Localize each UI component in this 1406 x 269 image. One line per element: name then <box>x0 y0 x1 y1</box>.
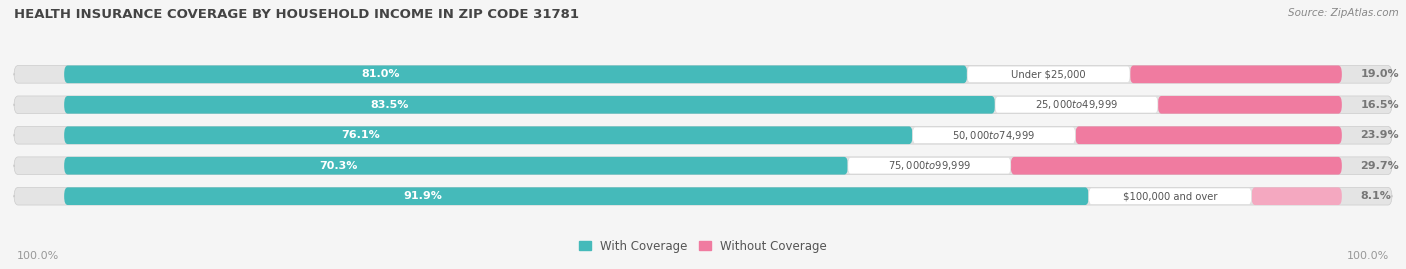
FancyBboxPatch shape <box>65 96 995 114</box>
FancyBboxPatch shape <box>848 158 1011 174</box>
Text: 100.0%: 100.0% <box>1347 251 1389 261</box>
Text: 70.3%: 70.3% <box>319 161 357 171</box>
Text: $75,000 to $99,999: $75,000 to $99,999 <box>887 159 972 172</box>
Text: 100.0%: 100.0% <box>17 251 59 261</box>
Text: HEALTH INSURANCE COVERAGE BY HOUSEHOLD INCOME IN ZIP CODE 31781: HEALTH INSURANCE COVERAGE BY HOUSEHOLD I… <box>14 8 579 21</box>
Text: 76.1%: 76.1% <box>342 130 381 140</box>
Text: 83.5%: 83.5% <box>371 100 409 110</box>
Text: 81.0%: 81.0% <box>361 69 399 79</box>
Text: $25,000 to $49,999: $25,000 to $49,999 <box>1035 98 1118 111</box>
FancyBboxPatch shape <box>995 97 1159 113</box>
FancyBboxPatch shape <box>14 157 1392 175</box>
FancyBboxPatch shape <box>912 127 1076 143</box>
FancyBboxPatch shape <box>1251 187 1341 205</box>
Text: 29.7%: 29.7% <box>1361 161 1399 171</box>
Text: $100,000 and over: $100,000 and over <box>1123 191 1218 201</box>
Text: 8.1%: 8.1% <box>1361 191 1392 201</box>
Text: Source: ZipAtlas.com: Source: ZipAtlas.com <box>1288 8 1399 18</box>
Text: Under $25,000: Under $25,000 <box>1011 69 1085 79</box>
FancyBboxPatch shape <box>65 187 1088 205</box>
FancyBboxPatch shape <box>1130 65 1341 83</box>
Text: $50,000 to $74,999: $50,000 to $74,999 <box>952 129 1036 142</box>
FancyBboxPatch shape <box>14 187 1392 205</box>
FancyBboxPatch shape <box>65 157 848 175</box>
FancyBboxPatch shape <box>967 66 1130 83</box>
FancyBboxPatch shape <box>14 126 1392 144</box>
FancyBboxPatch shape <box>14 96 1392 114</box>
FancyBboxPatch shape <box>1011 157 1341 175</box>
FancyBboxPatch shape <box>65 126 912 144</box>
Text: 23.9%: 23.9% <box>1361 130 1399 140</box>
FancyBboxPatch shape <box>14 65 1392 83</box>
FancyBboxPatch shape <box>65 65 967 83</box>
FancyBboxPatch shape <box>1088 188 1251 204</box>
Text: 16.5%: 16.5% <box>1361 100 1399 110</box>
Text: 91.9%: 91.9% <box>404 191 443 201</box>
FancyBboxPatch shape <box>1076 126 1341 144</box>
Legend: With Coverage, Without Coverage: With Coverage, Without Coverage <box>579 240 827 253</box>
FancyBboxPatch shape <box>1159 96 1341 114</box>
Text: 19.0%: 19.0% <box>1361 69 1399 79</box>
